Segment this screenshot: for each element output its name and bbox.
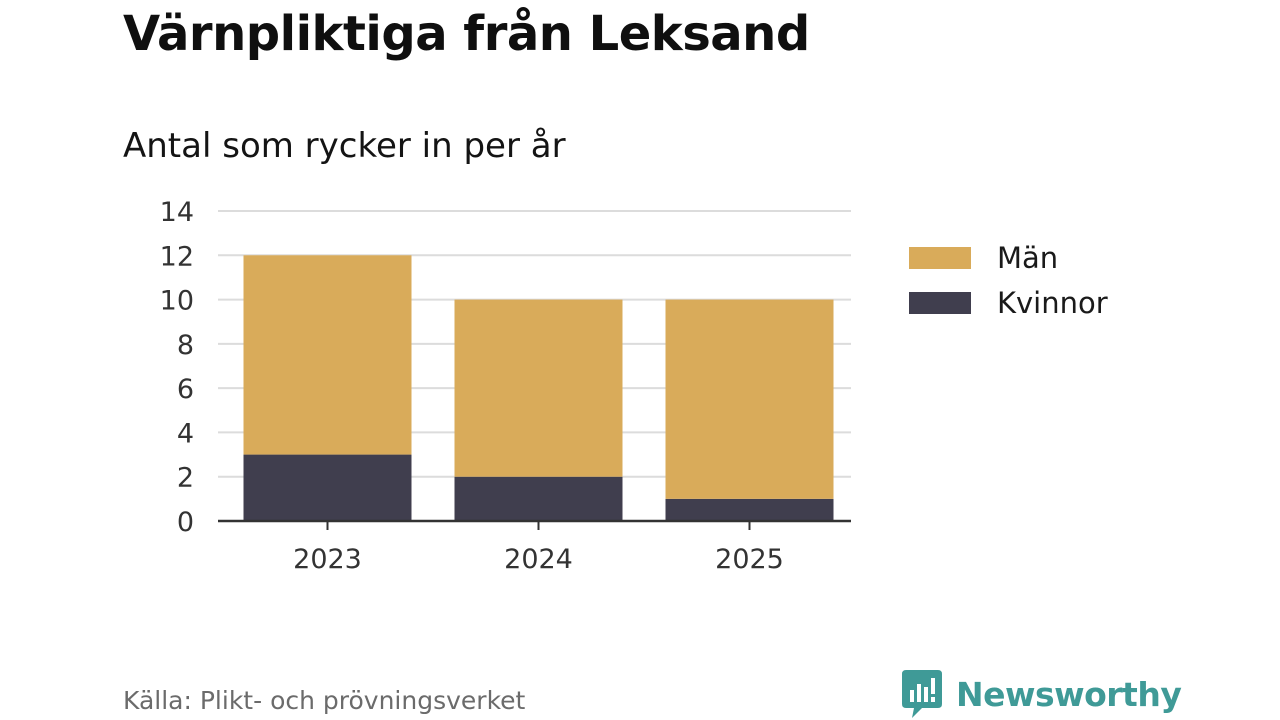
- x-tick-label-2023: 2023: [293, 544, 362, 575]
- bar-man-2025: [665, 299, 834, 499]
- y-tick-label-14: 14: [160, 197, 194, 228]
- bar-kvinnor-2025: [665, 498, 834, 521]
- x-tick-label-2025: 2025: [715, 544, 784, 575]
- y-tick-label-0: 0: [177, 507, 194, 538]
- legend-label-man: Män: [997, 241, 1058, 275]
- y-tick-label-10: 10: [160, 286, 194, 317]
- bar-kvinnor-2023: [243, 454, 412, 521]
- legend-swatch-kvinnor: [909, 292, 971, 314]
- y-tick-label-12: 12: [160, 241, 194, 272]
- legend-label-kvinnor: Kvinnor: [997, 286, 1108, 320]
- brand-name: Newsworthy: [956, 674, 1182, 714]
- bar-man-2024: [454, 299, 623, 477]
- y-tick-label-4: 4: [177, 418, 194, 449]
- x-tick-label-2024: 2024: [504, 544, 573, 575]
- bar-kvinnor-2024: [454, 476, 623, 521]
- newsworthy-logo-icon: [902, 670, 942, 718]
- chart-title: Värnpliktiga från Leksand: [123, 6, 810, 62]
- y-tick-label-8: 8: [177, 330, 194, 361]
- brand-logo-group: Newsworthy: [902, 670, 1182, 718]
- bar-man-2023: [243, 255, 412, 455]
- source-note: Källa: Plikt- och prövningsverket: [123, 686, 526, 715]
- y-tick-label-2: 2: [177, 463, 194, 494]
- y-tick-label-6: 6: [177, 374, 194, 405]
- chart-subtitle: Antal som rycker in per år: [123, 126, 566, 166]
- legend-swatch-man: [909, 247, 971, 269]
